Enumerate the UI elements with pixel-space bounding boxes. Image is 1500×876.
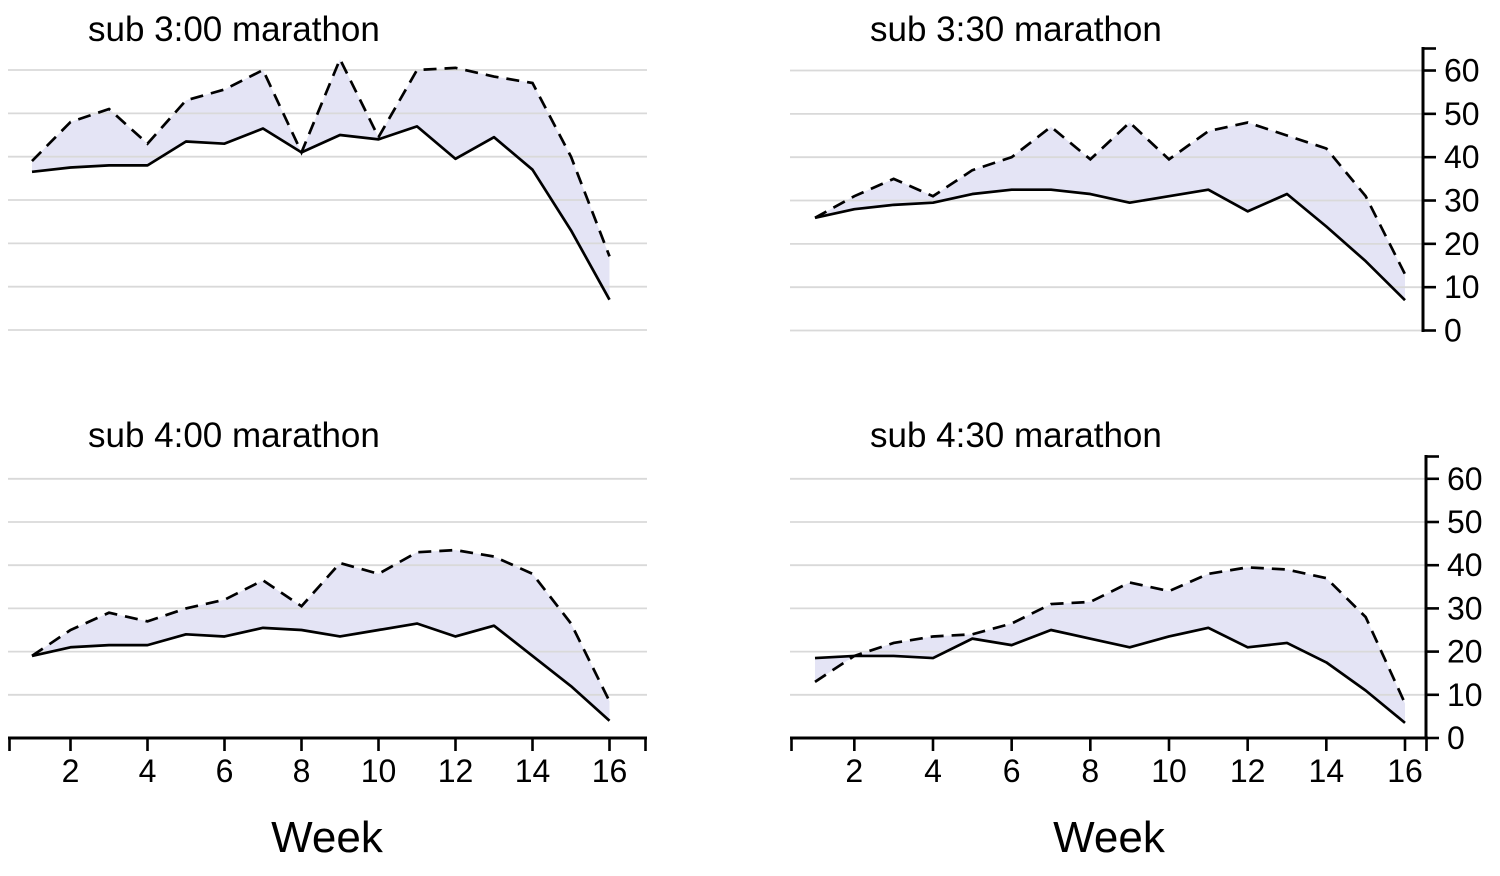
y-tick-label-0: 0 [1447,720,1465,756]
band-fill [32,550,610,721]
dashed-line-series [31,55,611,257]
y-tick-label-30: 30 [1447,590,1483,626]
band-fill [815,122,1405,301]
chart-title-sub-430: sub 4:30 marathon [870,416,1162,455]
y-tick-label-20: 20 [1444,226,1480,262]
dashed-line-series [31,548,611,702]
y-tick-label-40: 40 [1444,139,1480,175]
x-tick-label-week-2: 2 [62,753,80,789]
y-tick-label-50: 50 [1447,504,1483,540]
x-tick-label-week-12: 12 [438,753,474,789]
solid-line-series [814,188,1406,302]
y-tick-label-40: 40 [1447,547,1483,583]
chart-panel-bottom-right: 2 4 6 8 10 12 14 16 0 10 20 30 40 50 60 [790,455,1483,789]
chart-panel-top-left [8,55,647,331]
y-tick-label-50: 50 [1444,96,1480,132]
y-tick-label-60: 60 [1447,461,1483,497]
band-fill [815,567,1405,723]
chart-panel-top-right: 0 10 20 30 40 50 60 [790,47,1480,349]
solid-line-series [31,124,611,301]
chart-title-sub-400: sub 4:00 marathon [88,416,380,455]
x-tick-label-week-6: 6 [216,753,234,789]
y-tick-label-30: 30 [1444,183,1480,219]
x-axis-label-week-left: Week [271,813,383,862]
chart-panel-bottom-left: 2 4 6 8 10 12 14 16 [8,477,647,789]
solid-line-series [31,622,611,722]
x-tick-label-week-10: 10 [361,753,397,789]
y-tick-label-0: 0 [1444,313,1462,349]
x-tick-label-week-16: 16 [592,753,628,789]
solid-line-series [814,626,1406,724]
dashed-line-series [814,566,1407,704]
x-tick-label-week-8: 8 [1081,753,1099,789]
x-tick-label-week-10: 10 [1151,753,1187,789]
y-tick-label-20: 20 [1447,634,1483,670]
x-tick-label-week-6: 6 [1003,753,1021,789]
x-tick-label-week-14: 14 [1309,753,1345,789]
x-tick-label-week-4: 4 [139,753,157,789]
y-tick-label-60: 60 [1444,53,1480,89]
chart-title-sub-330: sub 3:30 marathon [870,10,1162,49]
y-tick-label-10: 10 [1447,677,1483,713]
x-tick-label-week-8: 8 [293,753,311,789]
x-tick-label-week-12: 12 [1230,753,1266,789]
x-axis-label-week-right: Week [1053,813,1165,862]
x-tick-label-week-4: 4 [924,753,942,789]
x-tick-label-week-2: 2 [845,753,863,789]
y-tick-label-10: 10 [1444,269,1480,305]
x-tick-label-week-14: 14 [515,753,551,789]
x-tick-label-week-16: 16 [1387,753,1423,789]
chart-title-sub-300: sub 3:00 marathon [88,10,380,49]
dashed-line-series [814,120,1407,275]
band-fill [32,59,610,300]
